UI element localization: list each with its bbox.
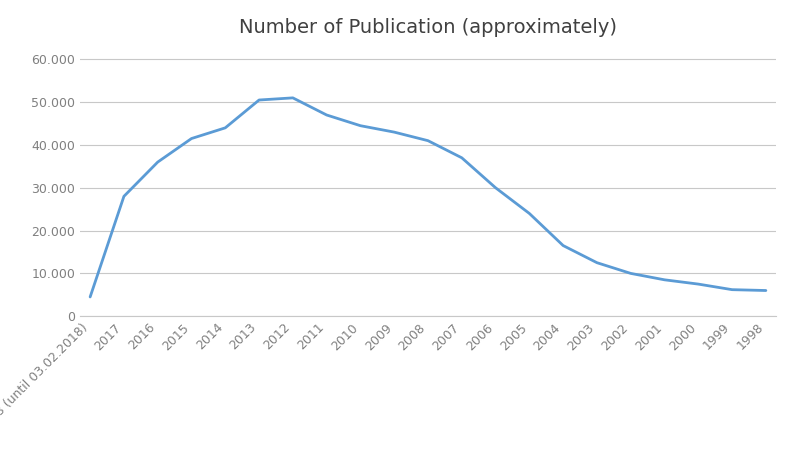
Title: Number of Publication (approximately): Number of Publication (approximately)	[239, 18, 617, 37]
